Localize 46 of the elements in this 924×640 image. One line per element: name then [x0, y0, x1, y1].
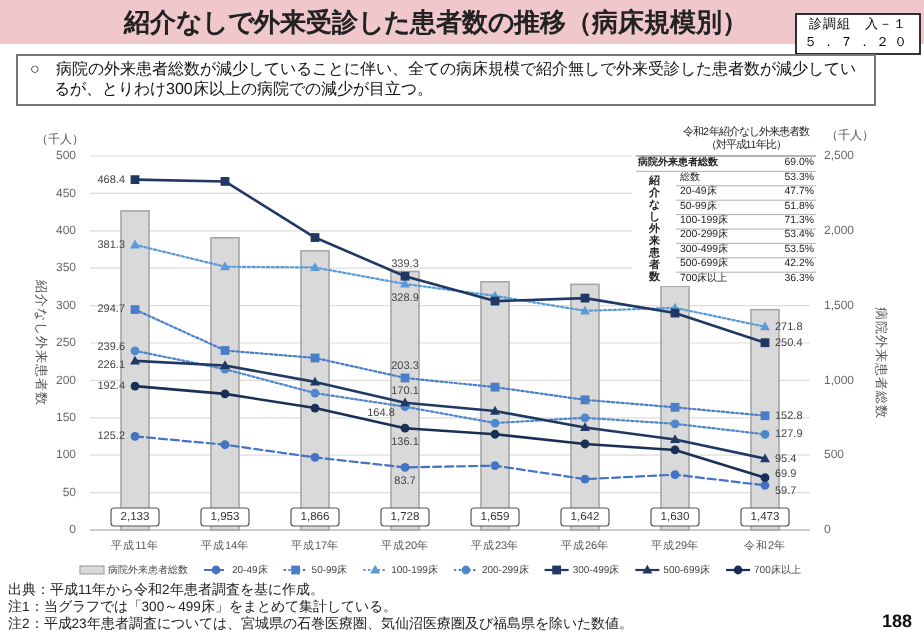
text: 188 [881, 610, 912, 631]
point [310, 403, 320, 413]
chart-title: 紹介なしで外来受診した患者数の推移（病床規模別） [122, 6, 748, 37]
point [490, 382, 500, 392]
point [580, 439, 590, 449]
point [580, 293, 590, 303]
point [670, 402, 680, 412]
point [490, 461, 500, 471]
point [490, 418, 500, 428]
point [760, 429, 770, 439]
point [580, 395, 590, 405]
point [670, 419, 680, 429]
point [670, 434, 680, 444]
point [400, 462, 410, 472]
point [130, 431, 140, 441]
point [670, 470, 680, 480]
point [760, 473, 770, 483]
point [760, 321, 770, 331]
point [130, 305, 140, 314]
point [670, 445, 680, 455]
point [310, 453, 320, 462]
chart-subtitle: ○ 病院の外来患者総数が減少していることに伴い、全ての病床規模で紹介無しで外来受診した患者数が減少しているが、とりわけ300床以上の病院での減少が目立つ。 [16, 54, 876, 106]
point [220, 261, 230, 271]
point [580, 413, 590, 423]
point [310, 233, 320, 242]
point [760, 338, 770, 348]
point [490, 429, 500, 439]
point [400, 271, 410, 281]
point [490, 296, 500, 306]
point [130, 346, 140, 356]
point [220, 389, 230, 399]
point [220, 346, 230, 355]
point [400, 423, 410, 433]
point [490, 405, 500, 415]
point [400, 397, 410, 407]
point [760, 453, 770, 463]
point [130, 239, 140, 249]
point [130, 381, 140, 391]
point [220, 177, 230, 186]
point [310, 388, 320, 398]
point [580, 474, 590, 484]
point [220, 440, 230, 450]
point [580, 422, 590, 432]
point [310, 262, 320, 272]
point [760, 411, 770, 421]
point [130, 175, 140, 185]
